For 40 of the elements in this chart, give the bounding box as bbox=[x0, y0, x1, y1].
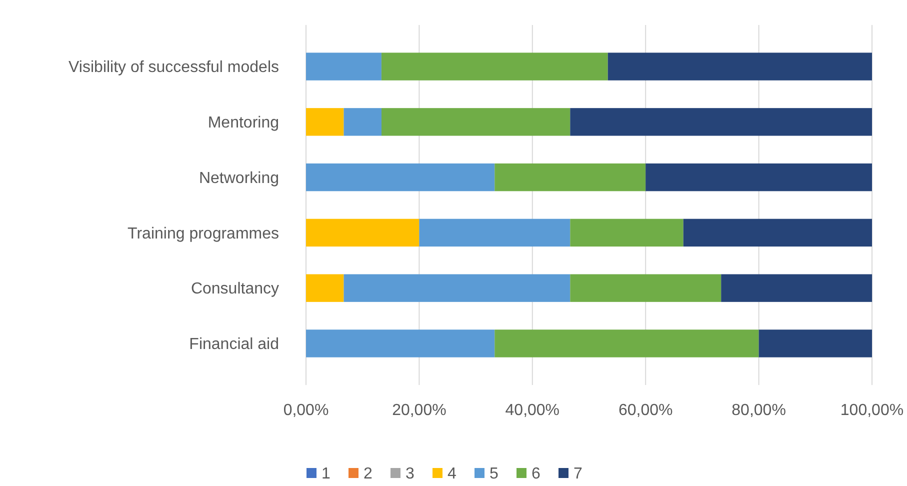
bar bbox=[758, 330, 872, 358]
x-tick-label: 100,00% bbox=[840, 402, 904, 419]
bar bbox=[306, 330, 495, 358]
bar bbox=[306, 218, 420, 247]
bar bbox=[306, 52, 382, 80]
bar bbox=[608, 52, 872, 80]
bar bbox=[683, 218, 872, 247]
y-tick-label: Consultancy bbox=[190, 280, 279, 298]
bar bbox=[419, 218, 570, 247]
bar bbox=[494, 163, 646, 192]
y-tick-label: Mentoring bbox=[208, 114, 279, 132]
legend-label: 3 bbox=[406, 466, 414, 483]
y-tick-label: Financial aid bbox=[189, 336, 279, 354]
legend-label: 2 bbox=[364, 466, 372, 483]
bar bbox=[344, 108, 382, 136]
bar bbox=[344, 274, 570, 302]
x-tick-label: 80,00% bbox=[732, 402, 786, 419]
legend-label: 4 bbox=[448, 466, 456, 483]
bar bbox=[570, 274, 722, 302]
bar bbox=[306, 274, 344, 302]
bar bbox=[646, 163, 872, 192]
x-tick-label: 0,00% bbox=[283, 402, 329, 419]
x-tick-label: 40,00% bbox=[505, 402, 560, 419]
bar bbox=[382, 108, 570, 136]
bar bbox=[306, 163, 495, 192]
bar bbox=[494, 330, 759, 358]
y-tick-label: Networking bbox=[198, 170, 279, 187]
y-tick-label: Visibility of successful models bbox=[68, 59, 279, 76]
y-tick-label: Training programmes bbox=[128, 225, 279, 242]
bar bbox=[570, 108, 872, 136]
legend-label: 1 bbox=[322, 466, 330, 483]
bar bbox=[306, 108, 344, 136]
bar bbox=[381, 52, 608, 80]
bar bbox=[721, 274, 872, 302]
x-tick-label: 20,00% bbox=[392, 402, 446, 419]
bar bbox=[570, 218, 684, 247]
legend-label: 5 bbox=[490, 466, 498, 483]
x-tick-label: 60,00% bbox=[618, 402, 673, 419]
legend-label: 7 bbox=[574, 466, 582, 483]
legend-label: 6 bbox=[532, 466, 540, 483]
